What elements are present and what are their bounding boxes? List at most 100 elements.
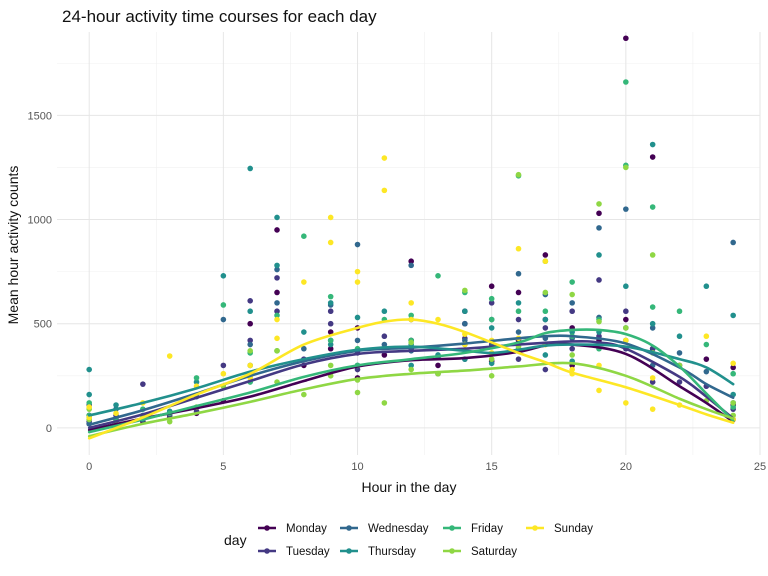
- data-point-tuesday: [623, 308, 629, 315]
- data-point-monday: [435, 362, 441, 369]
- data-point-tuesday: [488, 300, 495, 306]
- legend-label-thursday: Thursday: [368, 546, 416, 558]
- data-point-thursday: [247, 308, 253, 315]
- data-point-saturday: [408, 366, 414, 373]
- data-point-friday: [623, 79, 629, 85]
- legend-label-wednesday: Wednesday: [368, 523, 429, 535]
- data-point-friday: [676, 308, 683, 315]
- data-point-sunday: [220, 370, 227, 377]
- data-point-tuesday: [596, 277, 602, 283]
- data-point-wednesday: [247, 341, 253, 348]
- data-point-sunday: [730, 360, 736, 367]
- x-tick-label: 5: [220, 461, 226, 473]
- data-point-saturday: [623, 164, 629, 171]
- data-point-wednesday: [462, 337, 468, 344]
- data-point-monday: [515, 289, 522, 296]
- data-point-sunday: [381, 187, 388, 194]
- data-point-friday: [301, 233, 307, 240]
- data-point-monday: [408, 258, 414, 265]
- data-point-saturday: [596, 201, 602, 207]
- legend-label-sunday: Sunday: [554, 523, 593, 535]
- data-point-wednesday: [381, 341, 388, 348]
- data-point-thursday: [247, 165, 253, 172]
- legend-key-point: [449, 525, 455, 531]
- data-point-saturday: [408, 339, 414, 346]
- data-point-thursday: [381, 308, 388, 315]
- data-point-wednesday: [623, 206, 629, 212]
- data-point-thursday: [274, 214, 280, 221]
- data-point-friday: [408, 312, 414, 319]
- legend-label-monday: Monday: [286, 523, 327, 535]
- data-point-saturday: [730, 400, 736, 406]
- data-point-thursday: [301, 329, 307, 335]
- data-point-tuesday: [327, 308, 334, 315]
- data-point-saturday: [542, 289, 549, 296]
- x-tick-label: 0: [86, 461, 92, 473]
- y-axis-ticks: 0 500 1000 1500: [28, 110, 52, 435]
- data-point-wednesday: [354, 241, 361, 248]
- data-point-wednesday: [569, 300, 575, 306]
- data-point-tuesday: [274, 308, 280, 315]
- data-point-thursday: [274, 262, 280, 269]
- data-point-friday: [703, 341, 710, 348]
- data-point-thursday: [327, 300, 334, 306]
- data-point-sunday: [354, 279, 361, 285]
- data-point-friday: [220, 302, 227, 308]
- data-point-wednesday: [515, 270, 522, 277]
- data-point-friday: [193, 375, 200, 381]
- data-point-monday: [703, 356, 710, 362]
- data-point-saturday: [381, 400, 388, 406]
- data-point-tuesday: [220, 362, 227, 369]
- data-point-sunday: [327, 214, 334, 221]
- y-axis-title: Mean hour activity counts: [5, 166, 21, 325]
- data-point-wednesday: [354, 337, 361, 344]
- data-point-thursday: [86, 391, 92, 398]
- data-point-friday: [730, 404, 736, 410]
- data-point-thursday: [649, 141, 656, 148]
- data-point-tuesday: [515, 356, 522, 362]
- legend-title: day: [224, 532, 247, 548]
- legend-key-point: [346, 525, 352, 531]
- data-point-thursday: [220, 272, 227, 279]
- data-point-friday: [86, 400, 92, 406]
- data-point-sunday: [274, 335, 280, 342]
- data-point-monday: [623, 35, 629, 42]
- data-point-friday: [649, 204, 656, 210]
- data-point-thursday: [327, 341, 334, 348]
- data-point-sunday: [327, 239, 334, 246]
- data-point-monday: [542, 252, 549, 258]
- data-point-saturday: [301, 391, 307, 398]
- data-point-friday: [649, 304, 656, 310]
- data-point-friday: [488, 295, 495, 302]
- legend-label-saturday: Saturday: [471, 546, 517, 558]
- data-point-saturday: [327, 362, 334, 369]
- data-point-sunday: [649, 406, 656, 412]
- data-point-wednesday: [274, 300, 280, 306]
- data-point-wednesday: [730, 239, 736, 246]
- data-point-sunday: [542, 258, 549, 265]
- data-point-sunday: [86, 404, 92, 410]
- data-point-wednesday: [596, 225, 602, 231]
- data-point-thursday: [623, 283, 629, 290]
- data-point-thursday: [113, 402, 119, 408]
- data-point-friday: [274, 312, 280, 319]
- data-point-saturday: [596, 318, 602, 325]
- data-points: [86, 35, 736, 427]
- data-point-friday: [488, 316, 495, 323]
- x-axis-title: Hour in the day: [362, 479, 457, 495]
- smooth-line-friday: [87, 328, 735, 434]
- data-point-friday: [569, 279, 575, 285]
- data-point-thursday: [676, 333, 683, 340]
- data-point-sunday: [113, 410, 119, 417]
- data-point-saturday: [488, 373, 495, 379]
- data-point-tuesday: [569, 308, 575, 315]
- data-point-friday: [327, 293, 334, 300]
- data-point-monday: [327, 329, 334, 335]
- y-tick-label: 500: [34, 319, 52, 331]
- chart-title: 24-hour activity time courses for each d…: [62, 7, 377, 26]
- data-point-thursday: [488, 325, 495, 331]
- y-tick-label: 1000: [28, 215, 52, 227]
- data-point-thursday: [596, 252, 602, 258]
- data-point-sunday: [435, 316, 441, 323]
